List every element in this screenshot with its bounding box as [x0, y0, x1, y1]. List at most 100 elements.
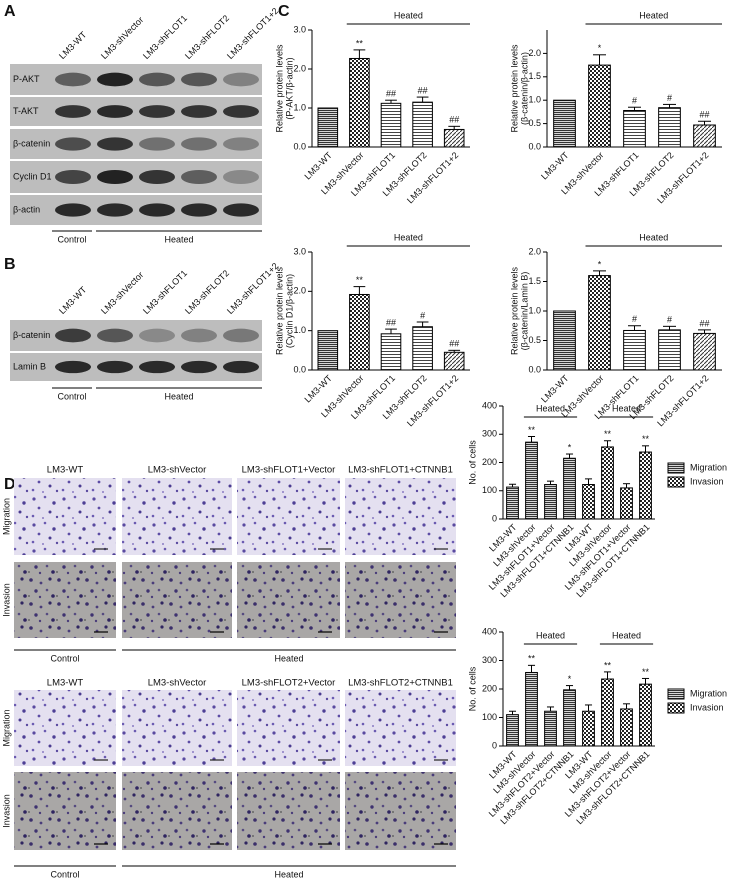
y-tick-label: 1.0 — [293, 325, 306, 335]
blot-strip — [10, 97, 262, 126]
blot-row-label: P-AKT — [13, 74, 40, 84]
legend-swatch — [667, 476, 685, 488]
group-label: Control — [57, 391, 86, 401]
bracket-label: Heated — [394, 10, 423, 20]
bar — [380, 102, 402, 148]
group-label: Control — [57, 234, 86, 244]
y-tick-label: 1.0 — [293, 102, 306, 112]
y-tick-label: 0.0 — [293, 141, 306, 151]
bar — [544, 710, 557, 747]
y-axis-label: (β-catenin/Lamin B) — [519, 272, 529, 351]
panel-label: C — [278, 3, 290, 20]
column-title: LM3-shVector — [148, 465, 207, 476]
panel-label: A — [4, 3, 16, 20]
bracket-label: Heated — [536, 403, 565, 413]
significance-mark: * — [568, 442, 572, 452]
bar — [639, 683, 652, 747]
blot-strip — [10, 195, 262, 225]
blot-band — [97, 105, 133, 118]
y-tick-label: 0 — [492, 513, 497, 523]
y-tick-label: 0.0 — [528, 364, 541, 374]
blot-band — [97, 137, 133, 151]
blot-band — [97, 169, 133, 185]
significance-mark: ## — [699, 110, 709, 120]
y-tick-label: 0 — [492, 740, 497, 750]
micrograph — [237, 772, 340, 850]
y-axis-label: Relative protein levels — [274, 266, 284, 355]
column-title: LM3-shFLOT2+CTNNB1 — [348, 678, 453, 689]
bracket-label: Heated — [612, 630, 641, 640]
y-tick-label: 1.5 — [528, 71, 541, 81]
x-tick-label: LM3-WT — [302, 373, 334, 405]
significance-mark: ** — [642, 667, 650, 677]
y-axis-label: Relative protein levels — [509, 266, 519, 355]
bar — [443, 351, 465, 371]
lane-label: LM3-shVector — [99, 15, 145, 61]
legend-swatch — [667, 462, 685, 474]
blot-band — [55, 169, 91, 185]
bar — [563, 689, 576, 747]
blot-band — [139, 72, 175, 87]
blot-band — [97, 328, 133, 343]
y-tick-label: 300 — [482, 655, 497, 665]
y-tick-label: 1.0 — [528, 95, 541, 105]
blot-band — [97, 72, 133, 87]
blot-band — [139, 105, 175, 118]
blot-strip — [10, 320, 262, 351]
micrograph — [122, 562, 232, 638]
significance-mark: ** — [604, 429, 612, 439]
blot-row-label: Lamin B — [13, 361, 46, 371]
column-title: LM3-shFLOT2+Vector — [242, 678, 336, 689]
group-label: Heated — [164, 234, 193, 244]
significance-mark: # — [420, 310, 425, 320]
bar — [544, 484, 557, 520]
blot-band — [181, 169, 217, 185]
lane-label: LM3-WT — [57, 284, 89, 316]
blot-row-label: β-catenin — [13, 138, 50, 148]
significance-mark: ** — [356, 38, 364, 48]
bar — [506, 486, 519, 520]
significance-mark: ## — [418, 85, 428, 95]
blot-band — [181, 105, 217, 118]
y-tick-label: 1.0 — [528, 305, 541, 315]
significance-mark: ** — [642, 434, 650, 444]
legend-label: Migration — [690, 688, 727, 698]
bar — [601, 678, 614, 747]
y-tick-label: 400 — [482, 626, 497, 636]
legend-swatch — [667, 702, 685, 714]
blot-strip — [10, 353, 262, 381]
blot-band — [181, 137, 217, 151]
row-label: Invasion — [1, 794, 11, 828]
y-tick-label: 2.0 — [528, 48, 541, 58]
blot-strip — [10, 129, 262, 159]
bar — [588, 275, 611, 371]
lane-label: LM3-shVector — [99, 270, 145, 316]
micrograph — [345, 562, 456, 638]
blot-row-label: T-AKT — [13, 106, 39, 116]
y-tick-label: 200 — [482, 683, 497, 693]
bar — [623, 329, 646, 371]
blot-row-label: Cyclin D1 — [13, 171, 52, 181]
y-axis-label: Relative protein levels — [509, 44, 519, 133]
blot-band — [223, 169, 259, 185]
y-tick-label: 200 — [482, 457, 497, 467]
y-tick-label: 400 — [482, 400, 497, 410]
significance-mark: ## — [386, 317, 396, 327]
bar — [317, 107, 339, 148]
legend-swatch — [667, 688, 685, 700]
column-title: LM3-WT — [47, 678, 84, 689]
row-label: Migration — [1, 709, 11, 746]
y-tick-label: 100 — [482, 712, 497, 722]
blot-band — [55, 72, 91, 87]
blot-band — [55, 105, 91, 118]
blot-row-label: β-catenin — [13, 330, 50, 340]
y-tick-label: 0.5 — [528, 118, 541, 128]
blot-band — [223, 360, 259, 374]
x-tick-label: LM3-WT — [539, 373, 571, 405]
y-tick-label: 1.5 — [528, 276, 541, 286]
y-tick-label: 0.0 — [528, 141, 541, 151]
y-axis-label: (β-catenin/β-actin) — [519, 52, 529, 125]
y-tick-label: 2.0 — [293, 63, 306, 73]
column-title: LM3-shFLOT1+CTNNB1 — [348, 465, 453, 476]
lane-label: LM3-shFLOT1+2 — [225, 261, 280, 316]
